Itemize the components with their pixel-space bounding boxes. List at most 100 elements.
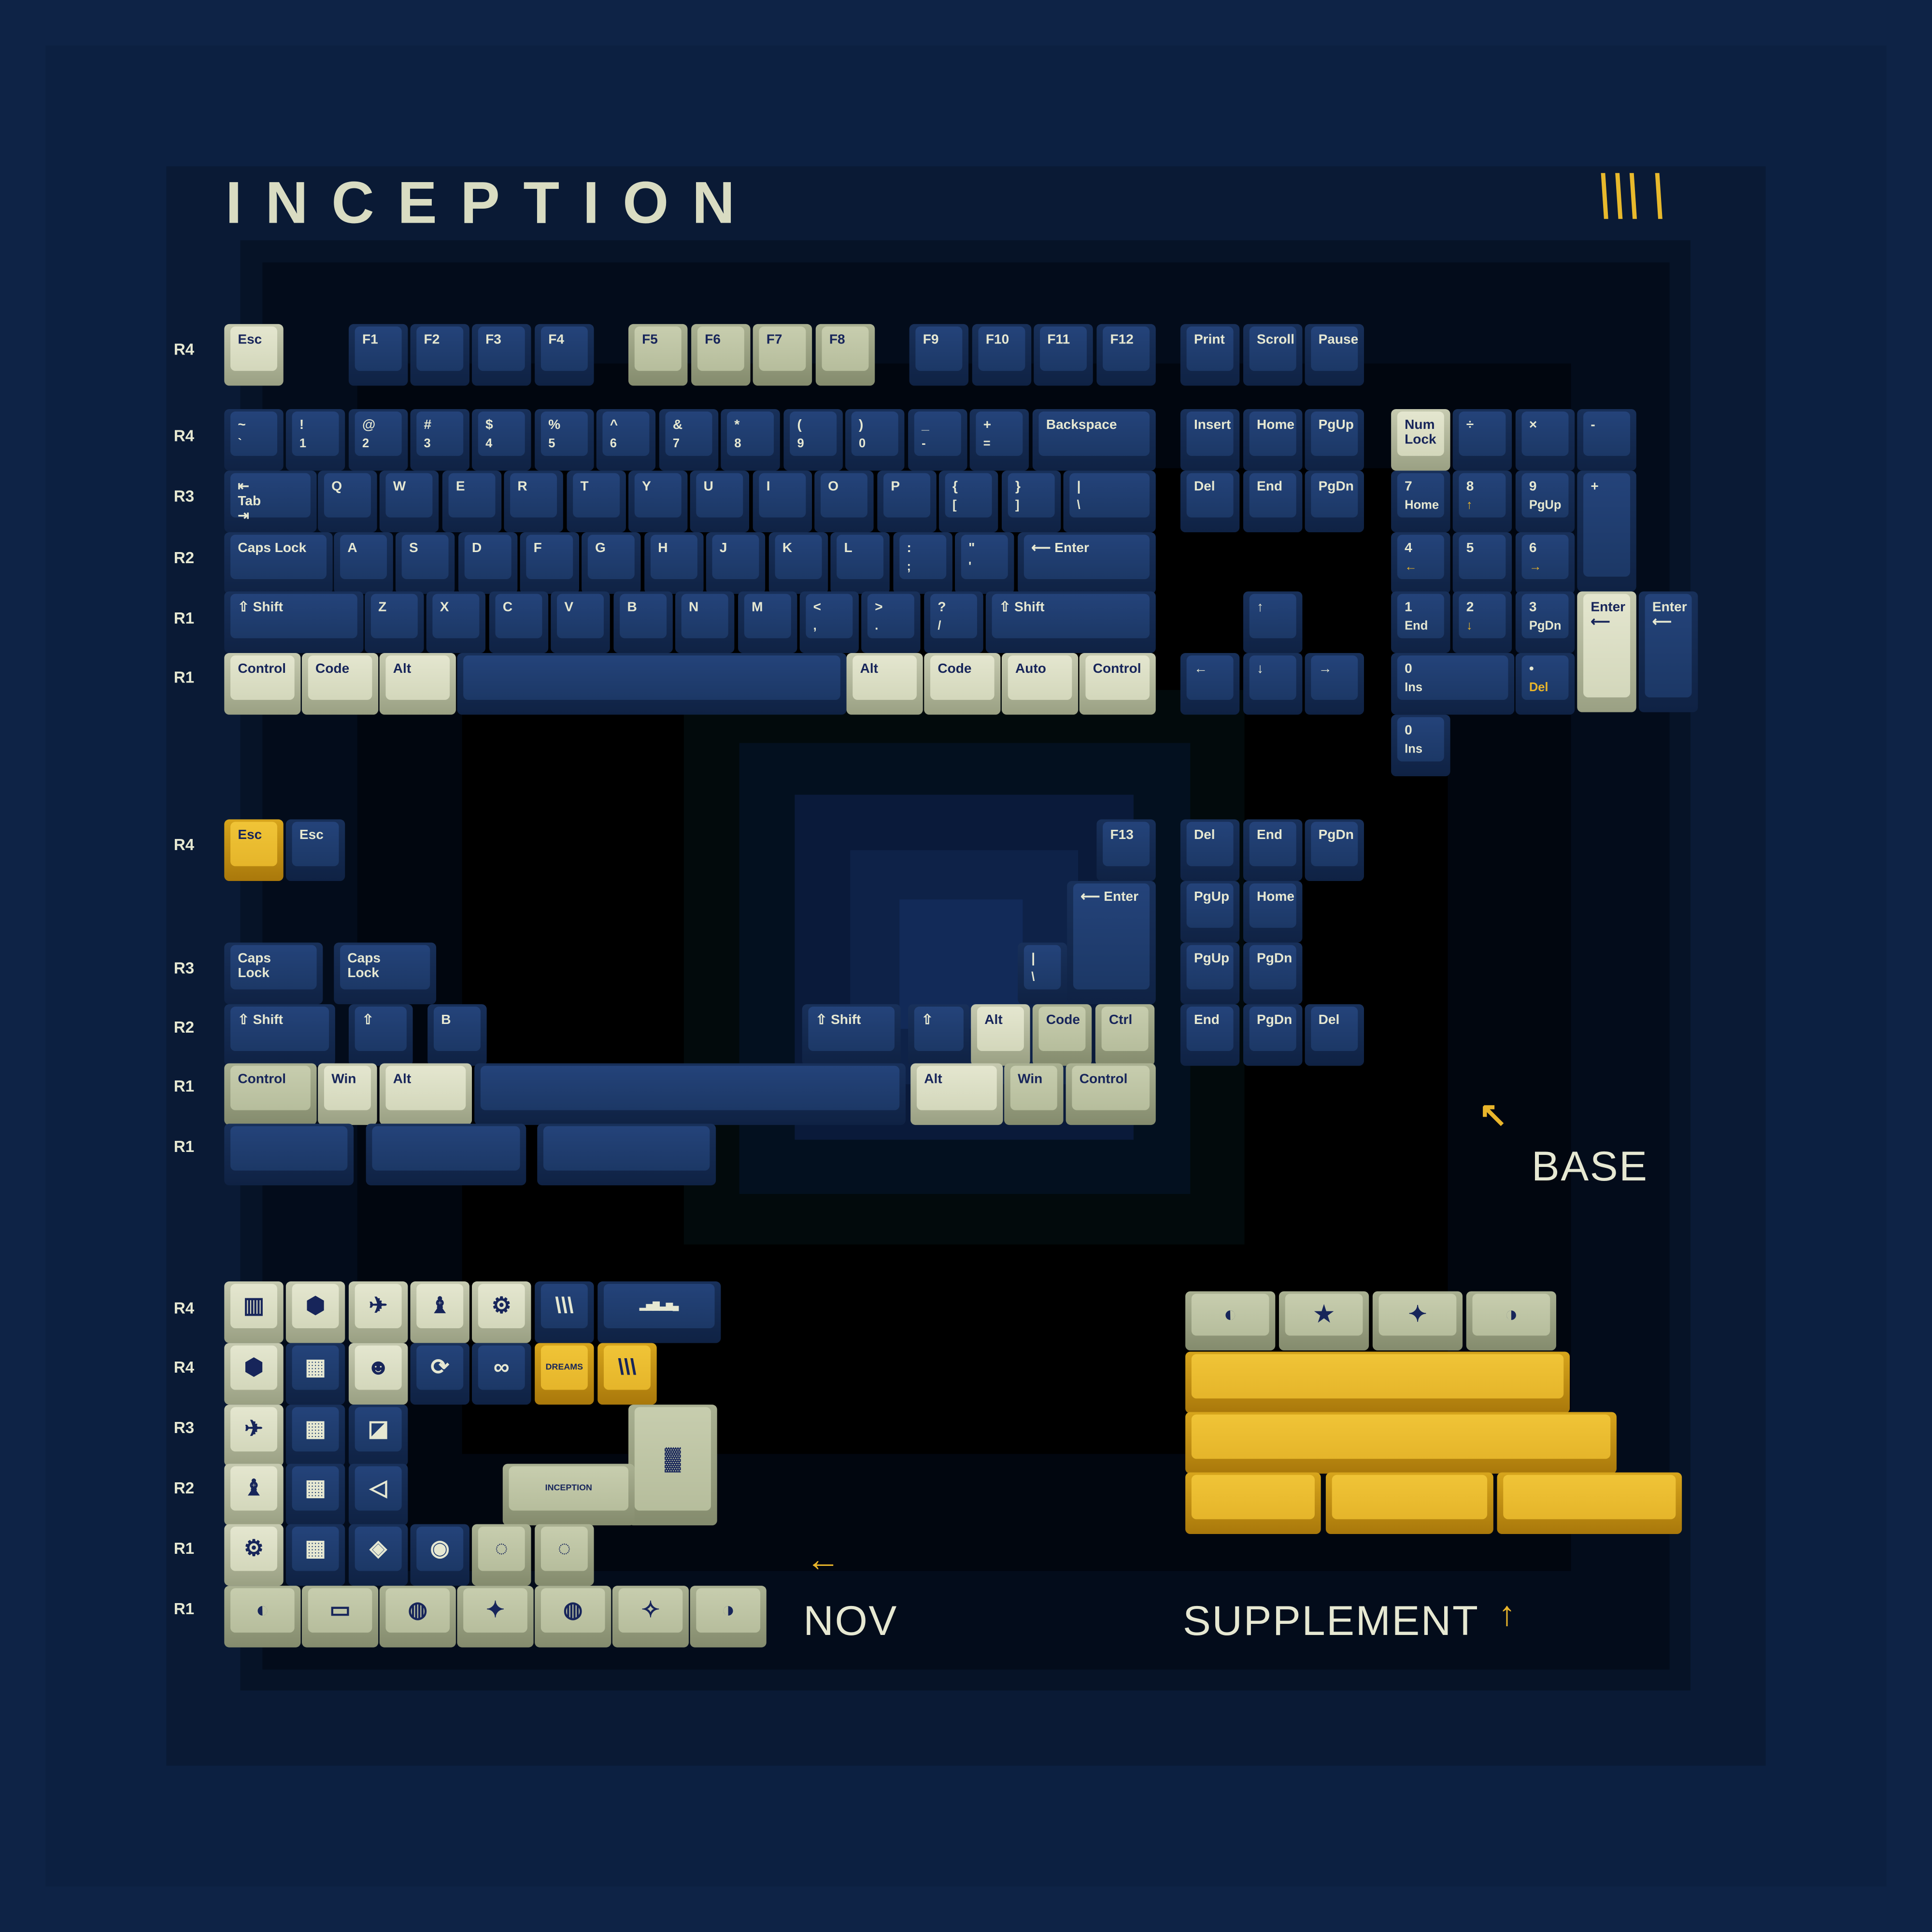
keycap-top-face: Auto bbox=[1008, 655, 1072, 700]
keycap-legend: ⇧ bbox=[922, 1012, 933, 1028]
symbol-keycap: × bbox=[1515, 409, 1575, 471]
caps-lock-keycap: Caps Lock bbox=[334, 942, 437, 1005]
symbol-keycap: ↑ bbox=[1243, 591, 1303, 653]
keycap-top-face: ⇧ Shift bbox=[230, 1007, 329, 1051]
keycap-top-face: ? / bbox=[930, 594, 977, 639]
7-keycap: 7 Home bbox=[1391, 470, 1450, 533]
keycap-legend: Esc bbox=[238, 332, 262, 348]
keycap-top-face: ♝ bbox=[416, 1284, 464, 1328]
keycap-legend: Pause bbox=[1318, 332, 1359, 348]
shift-keycap: ⇧ Shift bbox=[224, 591, 364, 653]
keycap-top-face: → bbox=[1311, 655, 1358, 700]
chess-bishop-icon: ♝ bbox=[243, 1475, 264, 1500]
novelty-keycap: ▥ bbox=[224, 1281, 284, 1343]
keycap-top-face: ▦ bbox=[292, 1526, 339, 1571]
symbol-keycap: ← bbox=[1180, 653, 1240, 715]
novelty-keycap: ◁ bbox=[348, 1463, 408, 1526]
keycap-top-face bbox=[463, 655, 840, 700]
f1-keycap: F1 bbox=[348, 324, 408, 386]
keycap-top-face bbox=[480, 1065, 900, 1110]
keycap-top-face: Esc bbox=[292, 822, 339, 867]
keycap-legend: • bbox=[1529, 661, 1534, 677]
arrow-up-icon: ↑ bbox=[1498, 1594, 1516, 1633]
keycap-top-face: INCEPTION bbox=[509, 1466, 629, 1511]
keycap-legend: Alt bbox=[393, 1072, 412, 1087]
keycap-legend: & bbox=[672, 417, 683, 433]
o-keycap: O bbox=[814, 470, 874, 533]
keycap-legend: K bbox=[782, 540, 793, 556]
insert-keycap: Insert bbox=[1180, 409, 1240, 471]
alt-keycap: Alt bbox=[846, 653, 923, 715]
symbol-keycap: ⇧ bbox=[348, 1004, 413, 1066]
keycap-top-face: F2 bbox=[416, 327, 464, 371]
keycap-top-face: Y bbox=[634, 473, 682, 518]
keycap-legend: C bbox=[502, 600, 513, 615]
compass-icon: ◉ bbox=[430, 1535, 450, 1561]
city-icon: INCEPTION bbox=[545, 1484, 592, 1493]
f2-keycap: F2 bbox=[410, 324, 469, 386]
keycap-top-face: ⬢ bbox=[292, 1284, 339, 1328]
control-keycap: Control bbox=[1079, 653, 1156, 715]
keycap-top-face: Home bbox=[1249, 412, 1296, 456]
keycap-top-face: Caps Lock bbox=[340, 945, 430, 990]
keycap-legend: | bbox=[1077, 479, 1081, 494]
n-keycap: N bbox=[675, 591, 735, 653]
keycap-legend: Q bbox=[331, 479, 342, 494]
square-icon: ◪ bbox=[368, 1416, 389, 1441]
keycap-top-face: Code bbox=[308, 655, 372, 700]
keycap-legend: Alt bbox=[393, 661, 412, 677]
keycap-legend: + bbox=[983, 417, 992, 433]
keycap-legend: Esc bbox=[299, 828, 324, 843]
keycap-legend: D bbox=[472, 540, 482, 556]
alt-keycap: Alt bbox=[379, 1063, 472, 1125]
row-profile-label: R1 bbox=[173, 1539, 195, 1558]
symbol-keycap: ↓ bbox=[1243, 653, 1303, 715]
f4-keycap: F4 bbox=[535, 324, 594, 386]
home-keycap: Home bbox=[1243, 881, 1303, 943]
u-keycap: U bbox=[690, 470, 750, 533]
keycap-legend: Print bbox=[1193, 332, 1225, 348]
k-keycap: K bbox=[768, 532, 828, 594]
keycap-top-face: ⇤ Tab ⇥ bbox=[230, 473, 311, 524]
row-profile-label: R1 bbox=[173, 668, 195, 686]
keycap-legend: Control bbox=[1079, 1072, 1128, 1087]
p-keycap: P bbox=[877, 470, 937, 533]
keycap-top-face: Alt bbox=[385, 1065, 466, 1110]
keycap-top-face: ⟵ Enter bbox=[1023, 535, 1150, 579]
keycap-legend: - bbox=[1591, 417, 1595, 433]
logo-icon: \\\ bbox=[618, 1354, 637, 1379]
keycap-top-face: Caps Lock bbox=[230, 535, 327, 579]
keycap-top-face: I bbox=[759, 473, 806, 518]
star-icon: ★ bbox=[1314, 1302, 1334, 1327]
page-title: INCEPTION bbox=[225, 171, 758, 237]
keycap-legend: F1 bbox=[362, 332, 378, 348]
keycap-top-face: E bbox=[448, 473, 496, 518]
ctrl-keycap: Ctrl bbox=[1095, 1004, 1155, 1066]
keycap-legend: ÷ bbox=[1466, 417, 1474, 433]
pgup-keycap: PgUp bbox=[1305, 409, 1364, 471]
keycap-top-face: ⇧ Shift bbox=[992, 594, 1150, 639]
keycap-top-face: ◑ bbox=[1472, 1293, 1550, 1336]
keycap-sublegend: PgUp bbox=[1529, 499, 1562, 513]
enter-keycap: ⟵ Enter bbox=[1018, 532, 1156, 594]
maze-icon: ▦ bbox=[305, 1475, 326, 1500]
keycap-legend: ⇧ Shift bbox=[238, 1012, 284, 1028]
b-keycap: B bbox=[427, 1004, 487, 1066]
symbol-keycap: • Del bbox=[1515, 653, 1575, 715]
keycap-top-face: ⚙ bbox=[478, 1284, 525, 1328]
keycap-top-face: T bbox=[573, 473, 620, 518]
win-keycap: Win bbox=[1004, 1063, 1064, 1125]
keycap-top-face bbox=[1191, 1475, 1315, 1520]
keycap-legend: A bbox=[347, 540, 357, 556]
keycap-top-face: ) 0 bbox=[851, 412, 898, 456]
keycap-top-face: ✦ bbox=[1378, 1293, 1457, 1336]
brand-logo: ⧹⧹⧹ ⧹ bbox=[1591, 170, 1663, 225]
totem-icon: ▭ bbox=[329, 1597, 351, 1622]
f11-keycap: F11 bbox=[1034, 324, 1093, 386]
keycap-top-face: Pause bbox=[1311, 327, 1358, 371]
v-keycap: V bbox=[551, 591, 610, 653]
city-fold-icon: ▓ bbox=[665, 1446, 681, 1471]
keycap-legend: J bbox=[719, 540, 727, 556]
del-keycap: Del bbox=[1305, 1004, 1364, 1066]
keycap-sublegend: 2 bbox=[362, 437, 369, 451]
